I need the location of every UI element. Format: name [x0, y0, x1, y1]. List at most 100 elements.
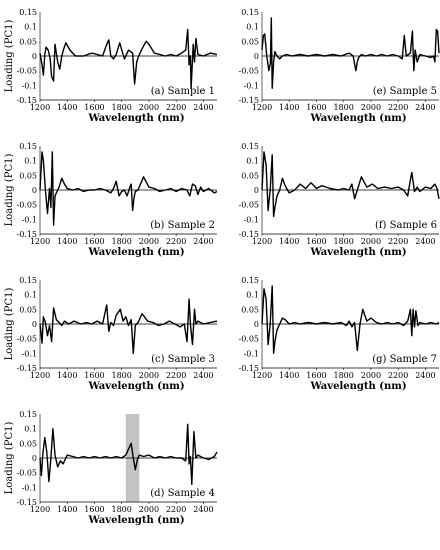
x-tick-label: 1200: [30, 237, 50, 246]
panel-caption: (g) Sample 7: [372, 354, 437, 365]
x-tick-label: 1600: [306, 103, 326, 112]
y-tick-label: -0.1: [22, 349, 37, 358]
y-axis-label: Loading (PC1): [4, 154, 15, 227]
chart-panel-6: -0.15 -0.1 -0.05 0 0.05 0.1 0.15 1200 1400 1600 18…: [238, 276, 440, 392]
y-tick-label: 0: [254, 320, 259, 329]
chart-panel-3: -0.15 -0.1 -0.05 0 0.05 0.1 0.15 1200 1400 1600 18…: [4, 142, 218, 258]
x-tick-label: 1400: [57, 505, 77, 514]
x-tick-label: 2000: [361, 371, 381, 380]
x-tick-label: 2000: [139, 505, 159, 514]
x-axis-label: Wavelength (nm): [87, 247, 184, 258]
y-tick-label: 0.1: [24, 157, 37, 166]
y-tick-label: -0.1: [244, 81, 259, 90]
x-tick-label: 1600: [84, 371, 104, 380]
panel-caption: (d) Sample 4: [150, 488, 215, 499]
x-tick-label: 2400: [415, 237, 435, 246]
series-line: [261, 285, 440, 354]
x-tick-label: 2000: [139, 237, 159, 246]
y-tick-label: 0.05: [241, 171, 259, 180]
y-tick-label: -0.05: [16, 335, 37, 344]
y-tick-label: 0: [254, 186, 259, 195]
y-tick-label: -0.05: [238, 201, 259, 210]
x-tick-label: 1800: [112, 237, 132, 246]
x-tick-label: 2400: [193, 505, 213, 514]
x-axis-label: Wavelength (nm): [87, 113, 184, 124]
x-tick-label: 2400: [193, 237, 213, 246]
x-tick-label: 2400: [415, 371, 435, 380]
y-tick-label: -0.05: [16, 67, 37, 76]
series-line: [39, 28, 218, 89]
x-tick-label: 1800: [334, 237, 354, 246]
x-tick-label: 2400: [193, 371, 213, 380]
x-axis-label: Wavelength (nm): [87, 515, 184, 526]
y-tick-label: 0: [32, 320, 37, 329]
x-tick-label: 2200: [388, 237, 408, 246]
x-tick-label: 1800: [112, 371, 132, 380]
x-axis-label: Wavelength (nm): [309, 381, 406, 392]
y-tick-label: 0.05: [19, 171, 37, 180]
chart-panel-1: -0.15 -0.1 -0.05 0 0.05 0.1 0.15 1200 1400 1600 18…: [4, 8, 218, 124]
y-tick-label: 0.05: [241, 37, 259, 46]
y-tick-label: 0.1: [246, 291, 259, 300]
x-tick-label: 1600: [306, 371, 326, 380]
chart-panel-4: -0.15 -0.1 -0.05 0 0.05 0.1 0.15 1200 1400 1600 18…: [238, 142, 440, 258]
y-tick-label: -0.1: [244, 215, 259, 224]
x-tick-label: 2200: [166, 505, 186, 514]
chart-panel-7: -0.15 -0.1 -0.05 0 0.05 0.1 0.15 1200 1400 1600 18…: [4, 410, 218, 526]
y-tick-label: 0.1: [246, 157, 259, 166]
y-tick-label: 0.05: [241, 305, 259, 314]
y-tick-label: -0.05: [16, 201, 37, 210]
y-tick-label: 0.1: [246, 23, 259, 32]
x-axis-label: Wavelength (nm): [87, 381, 184, 392]
x-tick-label: 1200: [252, 237, 272, 246]
series-line: [39, 151, 218, 226]
panel-caption: (e) Sample 5: [373, 86, 437, 97]
panel-caption: (b) Sample 2: [150, 220, 215, 231]
y-tick-label: 0.05: [19, 37, 37, 46]
y-tick-label: -0.1: [22, 215, 37, 224]
x-tick-label: 1200: [252, 103, 272, 112]
series-line: [39, 298, 218, 354]
y-tick-label: -0.1: [244, 349, 259, 358]
x-tick-label: 1800: [112, 505, 132, 514]
x-tick-label: 1200: [30, 371, 50, 380]
x-tick-label: 2000: [361, 237, 381, 246]
x-tick-label: 2000: [139, 103, 159, 112]
y-tick-label: -0.05: [238, 335, 259, 344]
y-tick-label: -0.15: [16, 96, 37, 105]
x-tick-label: 1400: [57, 103, 77, 112]
x-tick-label: 1200: [30, 505, 50, 514]
panel-caption: (f) Sample 6: [375, 220, 437, 231]
x-tick-label: 1600: [84, 103, 104, 112]
y-tick-label: -0.15: [16, 498, 37, 507]
y-tick-label: -0.15: [238, 96, 259, 105]
y-tick-label: -0.1: [22, 81, 37, 90]
series-line: [261, 151, 440, 218]
x-tick-label: 1200: [30, 103, 50, 112]
y-tick-label: 0.1: [24, 291, 37, 300]
x-tick-label: 2000: [139, 371, 159, 380]
y-axis-label: Loading (PC1): [4, 20, 15, 93]
y-tick-label: 0.05: [19, 439, 37, 448]
y-tick-label: 0.15: [241, 8, 259, 17]
y-tick-label: -0.05: [16, 469, 37, 478]
y-tick-label: 0.15: [241, 276, 259, 285]
y-tick-label: 0.1: [24, 23, 37, 32]
x-tick-label: 1800: [334, 371, 354, 380]
x-tick-label: 1400: [57, 237, 77, 246]
y-tick-label: -0.1: [22, 483, 37, 492]
x-tick-label: 2200: [388, 371, 408, 380]
x-tick-label: 2400: [415, 103, 435, 112]
y-tick-label: 0.15: [19, 8, 37, 17]
y-tick-label: -0.15: [16, 230, 37, 239]
y-tick-label: 0.1: [24, 425, 37, 434]
x-tick-label: 1600: [306, 237, 326, 246]
series-line: [261, 17, 440, 89]
x-tick-label: 1400: [279, 103, 299, 112]
x-tick-label: 1800: [112, 103, 132, 112]
x-tick-label: 2000: [361, 103, 381, 112]
x-tick-label: 2200: [166, 237, 186, 246]
y-tick-label: 0.15: [19, 142, 37, 151]
y-tick-label: 0: [32, 186, 37, 195]
